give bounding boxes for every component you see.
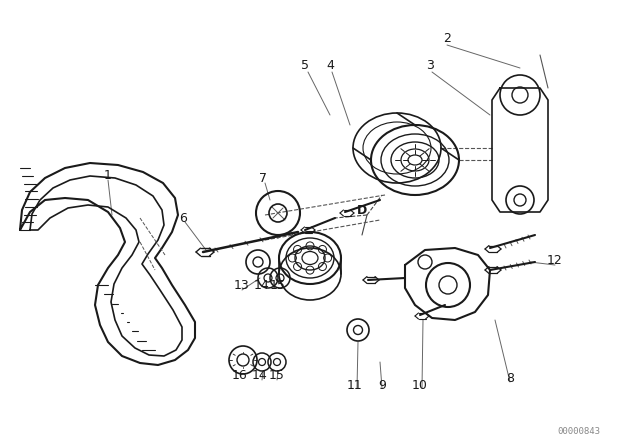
Text: 13: 13	[234, 279, 250, 292]
Text: 16: 16	[232, 369, 248, 382]
Text: 15: 15	[269, 369, 285, 382]
Text: D: D	[357, 203, 367, 216]
Text: 4: 4	[326, 59, 334, 72]
Text: 3: 3	[426, 59, 434, 72]
Text: 2: 2	[443, 31, 451, 44]
Text: 14: 14	[254, 279, 270, 292]
Text: 15: 15	[270, 279, 286, 292]
Text: 11: 11	[347, 379, 363, 392]
Text: 00000843: 00000843	[557, 427, 600, 436]
Text: 1: 1	[104, 168, 112, 181]
Text: 7: 7	[259, 172, 267, 185]
Text: 10: 10	[412, 379, 428, 392]
Text: 9: 9	[378, 379, 386, 392]
Text: 12: 12	[547, 254, 563, 267]
Text: 6: 6	[179, 211, 187, 224]
Text: 8: 8	[506, 371, 514, 384]
Text: 14: 14	[252, 369, 268, 382]
Text: 5: 5	[301, 59, 309, 72]
